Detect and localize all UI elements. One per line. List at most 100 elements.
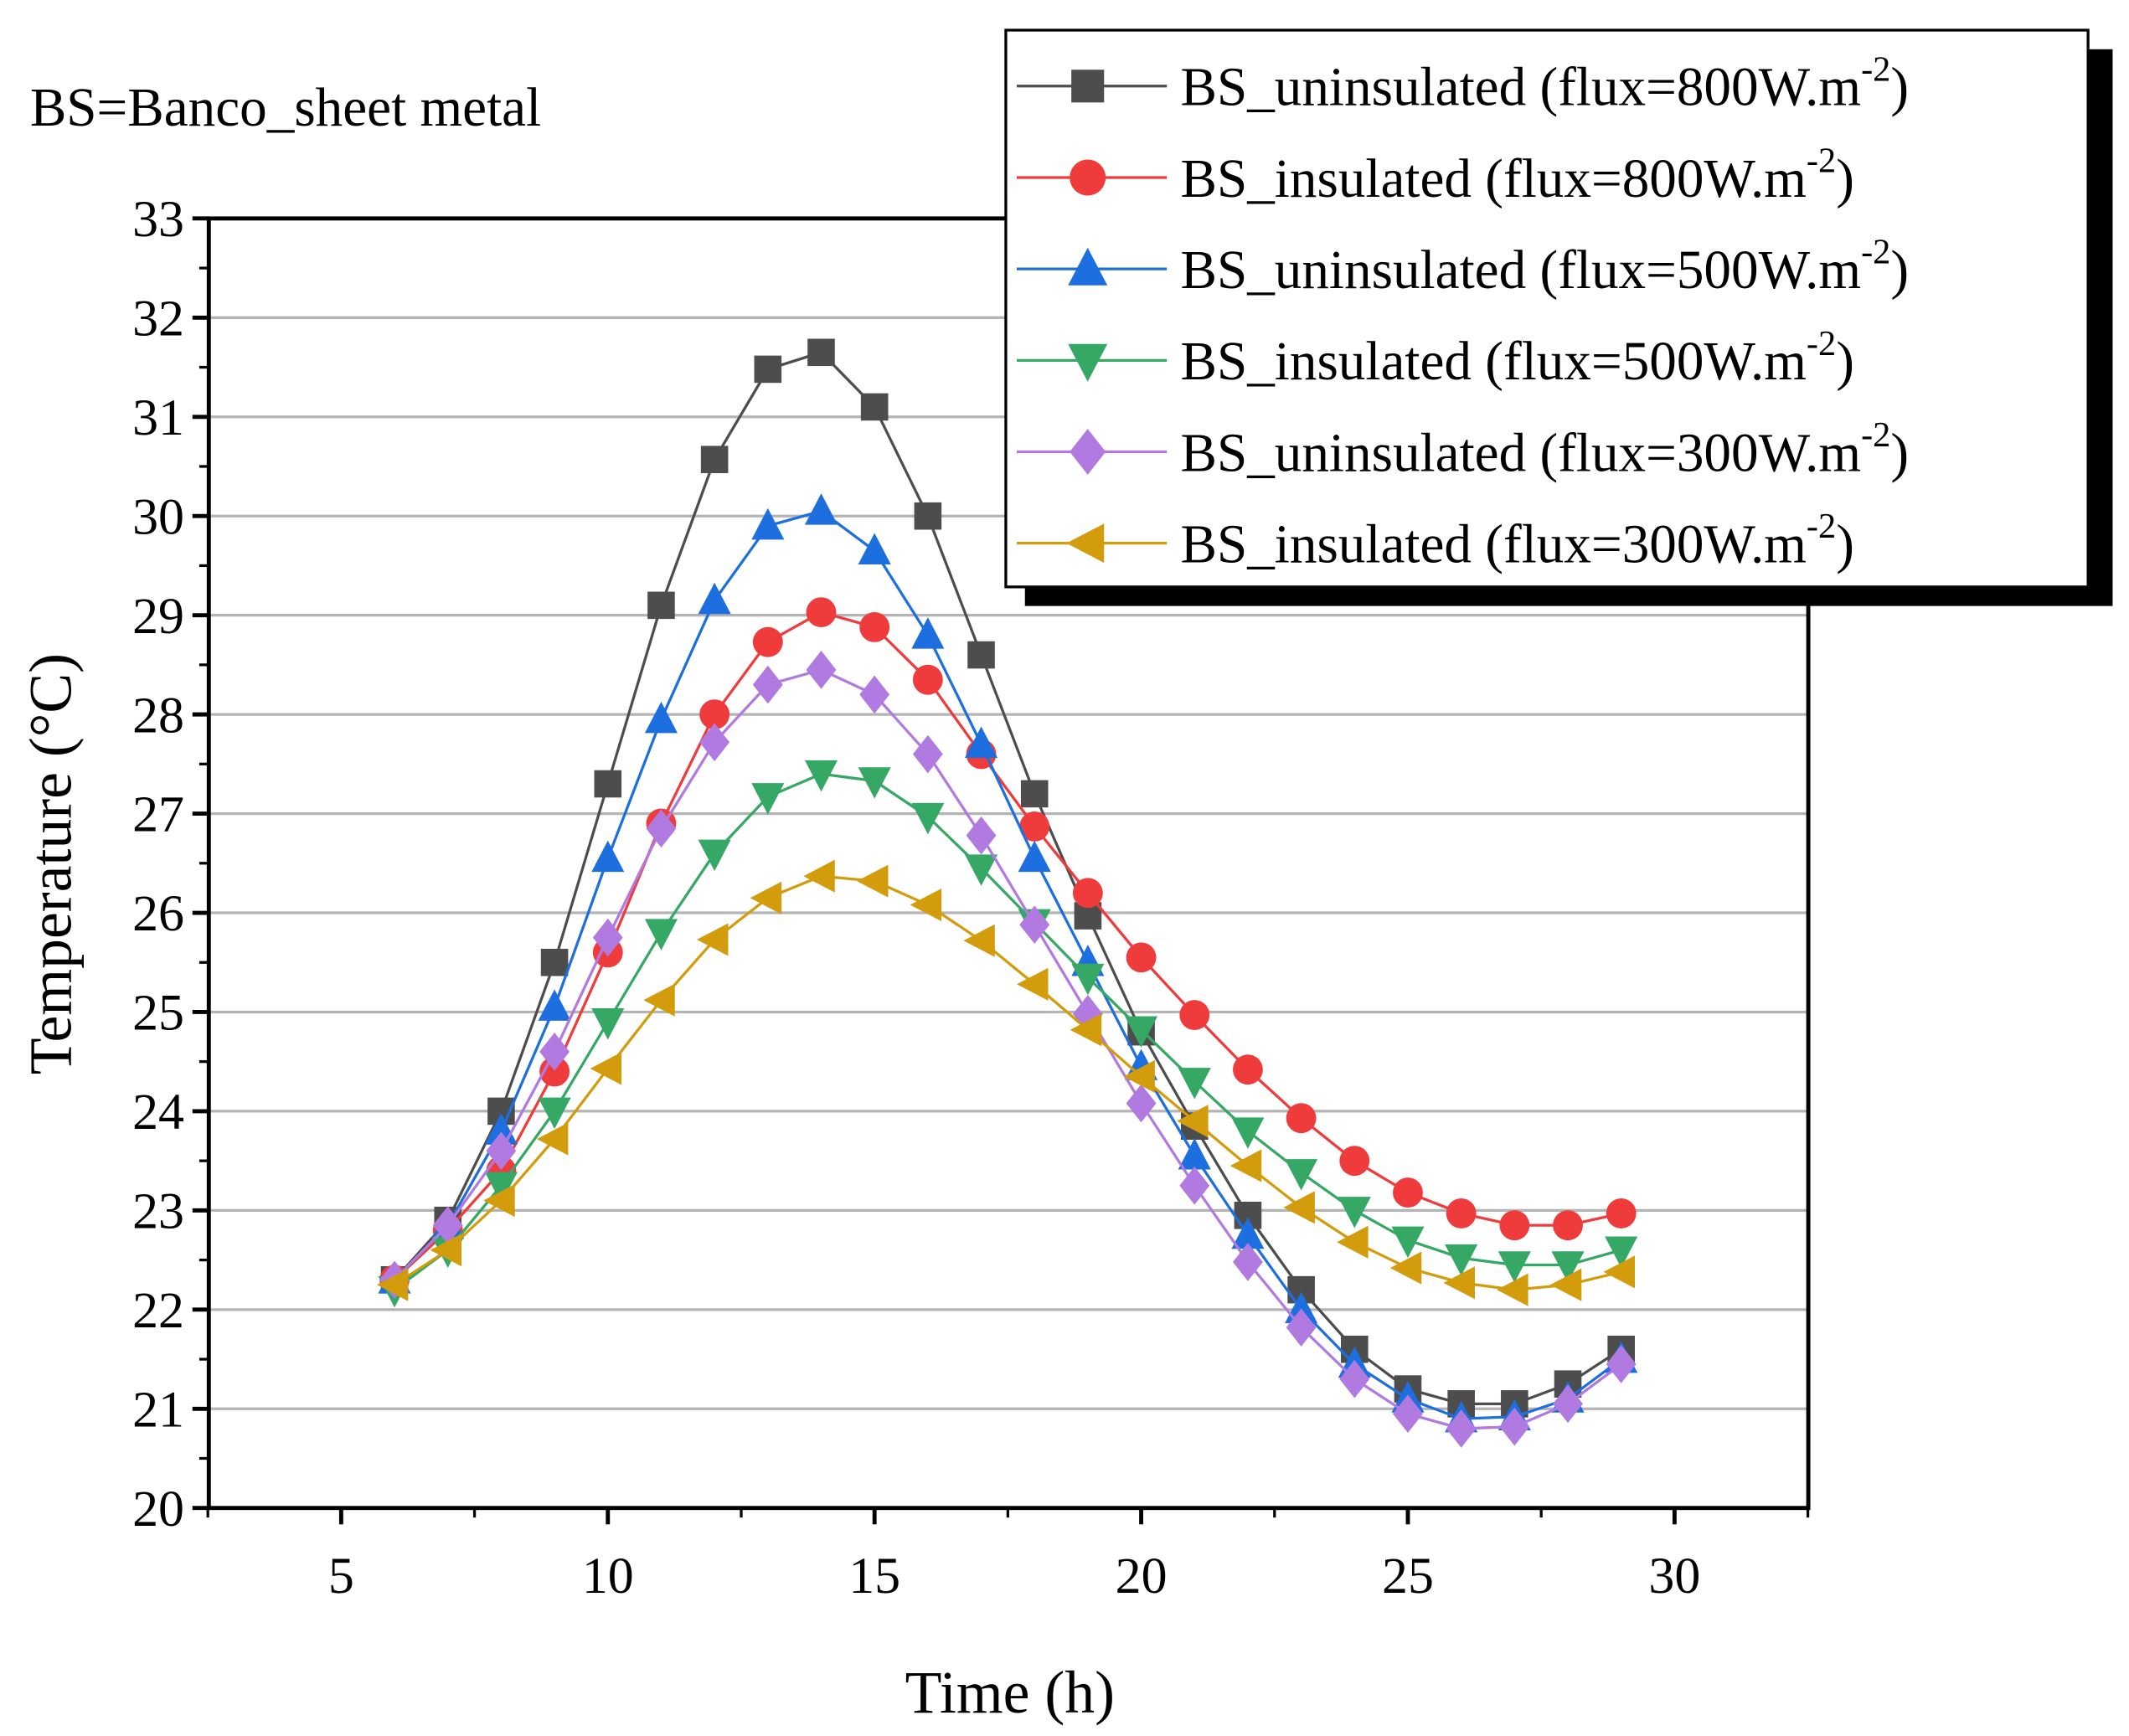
data-point-triangle-up bbox=[591, 840, 625, 873]
series-line bbox=[393, 610, 1622, 1281]
data-point-diamond bbox=[1553, 1384, 1583, 1424]
data-point-triangle-left bbox=[536, 1122, 569, 1156]
legend-label: BS_uninsulated (flux=300W.m-2) bbox=[1181, 415, 1910, 483]
data-point-circle bbox=[859, 611, 890, 642]
x-tick-label: 30 bbox=[1648, 1548, 1700, 1605]
legend-entry: BS_uninsulated (flux=800W.m-2) bbox=[1016, 49, 1909, 118]
data-point-triangle-down bbox=[698, 839, 731, 872]
data-point-diamond bbox=[752, 665, 783, 704]
data-point-triangle-up bbox=[1018, 840, 1051, 873]
data-point-circle bbox=[1339, 1146, 1370, 1177]
data-point-circle bbox=[1286, 1103, 1317, 1134]
data-point-triangle-left bbox=[1283, 1191, 1315, 1224]
y-tick-label: 29 bbox=[132, 588, 184, 645]
data-point-triangle-left bbox=[1070, 1013, 1102, 1047]
data-point-square bbox=[1020, 780, 1049, 808]
data-point-triangle-up bbox=[804, 493, 838, 525]
data-point-triangle-up bbox=[964, 726, 998, 758]
y-tick-label: 30 bbox=[132, 488, 184, 545]
legend-label-superscript: -2 bbox=[1807, 324, 1836, 363]
data-point-square bbox=[594, 770, 622, 798]
data-point-triangle-left bbox=[1443, 1266, 1475, 1300]
data-point-triangle-left bbox=[376, 1268, 409, 1301]
data-point-diamond bbox=[1606, 1345, 1637, 1383]
data-point-triangle-left bbox=[1497, 1273, 1528, 1306]
data-point-triangle-left bbox=[483, 1183, 515, 1218]
data-point-triangle-up bbox=[858, 533, 891, 564]
data-point-diamond bbox=[1019, 905, 1050, 945]
data-point-square bbox=[914, 502, 942, 530]
data-point-circle bbox=[1072, 878, 1103, 909]
y-tick-label: 26 bbox=[132, 885, 184, 942]
data-point-diamond bbox=[966, 816, 997, 855]
data-point-triangle-up bbox=[644, 701, 678, 734]
data-point-triangle-left bbox=[1017, 967, 1049, 1001]
series-line bbox=[393, 509, 1622, 1420]
data-point-circle bbox=[1019, 811, 1050, 842]
y-tick-label: 24 bbox=[132, 1084, 184, 1141]
legend-label: BS_insulated (flux=500W.m-2) bbox=[1181, 324, 1854, 392]
data-point-triangle-left bbox=[590, 1052, 622, 1085]
data-point-triangle-down bbox=[1338, 1197, 1371, 1229]
data-point-circle bbox=[1553, 1210, 1583, 1241]
data-point-triangle-left bbox=[430, 1234, 462, 1267]
data-point-triangle-left bbox=[1066, 523, 1105, 564]
data-point-square bbox=[754, 355, 782, 384]
data-point-triangle-down bbox=[1178, 1068, 1211, 1100]
data-point-triangle-down bbox=[964, 854, 998, 886]
legend-label-text: BS_insulated (flux=300W.m bbox=[1181, 514, 1807, 574]
x-tick-label: 25 bbox=[1382, 1548, 1434, 1605]
legend-label-superscript: -2 bbox=[1861, 49, 1890, 89]
data-point-diamond bbox=[806, 651, 837, 689]
data-point-triangle-left bbox=[750, 881, 782, 914]
data-point-triangle-down bbox=[1605, 1236, 1638, 1268]
y-tick-label: 32 bbox=[132, 290, 184, 347]
legend-label-text: BS_uninsulated (flux=800W.m bbox=[1181, 58, 1862, 118]
data-point-triangle-up bbox=[1231, 1217, 1265, 1249]
data-point-square bbox=[540, 948, 569, 976]
series-line bbox=[394, 772, 1622, 1291]
series-1 bbox=[379, 597, 1637, 1296]
y-tick-label: 22 bbox=[132, 1282, 184, 1339]
data-point-circle bbox=[752, 626, 783, 657]
data-point-triangle-up bbox=[698, 582, 731, 615]
x-tick-label: 10 bbox=[582, 1548, 634, 1605]
data-point-triangle-up bbox=[538, 989, 571, 1021]
data-point-triangle-left bbox=[1389, 1251, 1422, 1285]
legend-label-end: ) bbox=[1890, 240, 1909, 301]
data-point-circle bbox=[806, 597, 837, 628]
series-5 bbox=[376, 859, 1635, 1306]
legend-label-superscript: -2 bbox=[1807, 141, 1836, 180]
legend-entry: BS_insulated (flux=800W.m-2) bbox=[1016, 141, 1854, 209]
y-tick-label: 28 bbox=[132, 687, 184, 744]
legend-label-end: ) bbox=[1890, 423, 1909, 483]
y-tick-label: 21 bbox=[132, 1381, 184, 1438]
data-point-triangle-left bbox=[1229, 1149, 1262, 1182]
legend-label-text: BS_uninsulated (flux=300W.m bbox=[1181, 423, 1862, 483]
x-axis-label: Time (h) bbox=[905, 1659, 1115, 1726]
data-point-triangle-left bbox=[1603, 1255, 1635, 1289]
data-point-triangle-up bbox=[1068, 247, 1108, 286]
series-group bbox=[376, 338, 1638, 1448]
data-point-square bbox=[647, 591, 675, 620]
data-point-triangle-left bbox=[910, 888, 942, 922]
legend-label-superscript: -2 bbox=[1861, 233, 1890, 272]
data-point-diamond bbox=[1393, 1394, 1423, 1434]
data-point-triangle-down bbox=[1231, 1117, 1265, 1149]
data-point-square bbox=[700, 446, 729, 473]
data-point-circle bbox=[1393, 1177, 1423, 1208]
data-point-triangle-left bbox=[856, 864, 889, 898]
data-point-triangle-left bbox=[1337, 1225, 1369, 1259]
legend-entry: BS_uninsulated (flux=500W.m-2) bbox=[1016, 233, 1909, 301]
y-tick-label: 25 bbox=[132, 985, 184, 1042]
data-point-diamond bbox=[1499, 1407, 1530, 1446]
y-tick-label: 27 bbox=[132, 786, 184, 843]
legend-label-end: ) bbox=[1836, 149, 1854, 209]
data-point-triangle-down bbox=[911, 802, 945, 835]
legend-label-superscript: -2 bbox=[1807, 507, 1836, 546]
data-point-triangle-down bbox=[591, 1008, 625, 1040]
data-point-triangle-down bbox=[1391, 1226, 1425, 1259]
data-point-triangle-up bbox=[751, 507, 785, 540]
y-tick-label: 23 bbox=[132, 1183, 184, 1240]
